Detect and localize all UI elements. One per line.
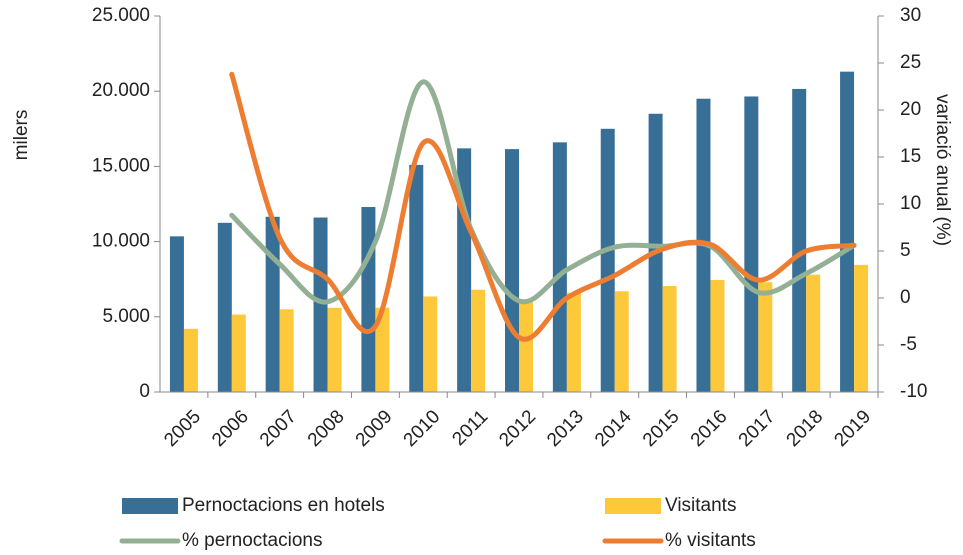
- bar: [231, 314, 246, 392]
- bar: [375, 307, 390, 392]
- y-axis-label: milers: [11, 110, 32, 161]
- legend-label: % pernoctacions: [182, 530, 322, 551]
- bar: [519, 301, 533, 392]
- y2-axis-label: variació anual (%): [932, 94, 953, 246]
- y-tick-label: 15.000: [92, 155, 150, 176]
- legend-label: % visitants: [665, 530, 756, 551]
- y2-tick-label: -10: [900, 381, 927, 402]
- bar: [313, 217, 328, 392]
- y-tick-label: 25.000: [92, 5, 150, 26]
- bar: [265, 216, 280, 392]
- x-tick-label: 2016: [687, 406, 732, 451]
- x-tick-label: 2015: [639, 406, 684, 451]
- x-tick-label: 2019: [830, 406, 875, 451]
- line: [229, 71, 857, 342]
- y2-tick-label: 30: [900, 5, 921, 26]
- y2-tick-label: 0: [900, 287, 911, 308]
- y-tick-label: 10.000: [92, 231, 150, 252]
- x-tick-label: 2014: [591, 406, 636, 451]
- bar: [409, 164, 424, 392]
- y2-tick-label: 25: [900, 52, 921, 73]
- x-tick-label: 2011: [448, 406, 492, 450]
- bar: [806, 274, 821, 392]
- x-tick-label: 2005: [160, 406, 205, 451]
- bar: [217, 222, 232, 392]
- y2-tick-label: 15: [900, 146, 921, 167]
- bar: [423, 296, 438, 392]
- legend-swatch: [605, 498, 661, 514]
- y-tick-label: 0: [139, 381, 150, 402]
- x-tick-label: 2012: [495, 406, 540, 451]
- bar: [327, 307, 342, 392]
- bar: [840, 71, 855, 392]
- x-tick-label: 2013: [543, 406, 588, 451]
- y2-tick-label: -5: [900, 334, 917, 355]
- bar: [614, 291, 629, 392]
- line: [229, 79, 857, 305]
- bar: [758, 282, 773, 392]
- bar: [662, 285, 677, 392]
- x-tick-label: 2010: [400, 406, 445, 451]
- x-tick-label: 2006: [208, 406, 253, 451]
- bar: [710, 279, 725, 392]
- y2-tick-label: 20: [900, 99, 921, 120]
- bar: [792, 88, 807, 392]
- y-tick-label: 20.000: [92, 80, 150, 101]
- bar: [566, 292, 581, 392]
- bar: [169, 236, 184, 392]
- bar: [183, 328, 198, 392]
- bar: [600, 128, 615, 393]
- y2-tick-label: 10: [900, 193, 921, 214]
- bar: [361, 207, 376, 392]
- bar: [552, 142, 567, 392]
- bar: [744, 96, 759, 393]
- legend-swatch: [122, 498, 178, 514]
- x-tick-label: 2008: [304, 406, 349, 451]
- y2-tick-label: 5: [900, 240, 911, 261]
- x-tick-label: 2017: [735, 406, 780, 451]
- x-tick-label: 2009: [352, 406, 397, 451]
- x-tick-label: 2018: [783, 406, 828, 451]
- legend-label: Pernoctacions en hotels: [182, 495, 385, 516]
- bar: [505, 149, 519, 392]
- legend-label: Visitants: [665, 495, 736, 516]
- y-tick-label: 5.000: [102, 306, 150, 327]
- bar: [279, 309, 294, 392]
- bar: [471, 289, 486, 392]
- bar: [854, 264, 869, 392]
- x-tick-label: 2007: [256, 406, 301, 451]
